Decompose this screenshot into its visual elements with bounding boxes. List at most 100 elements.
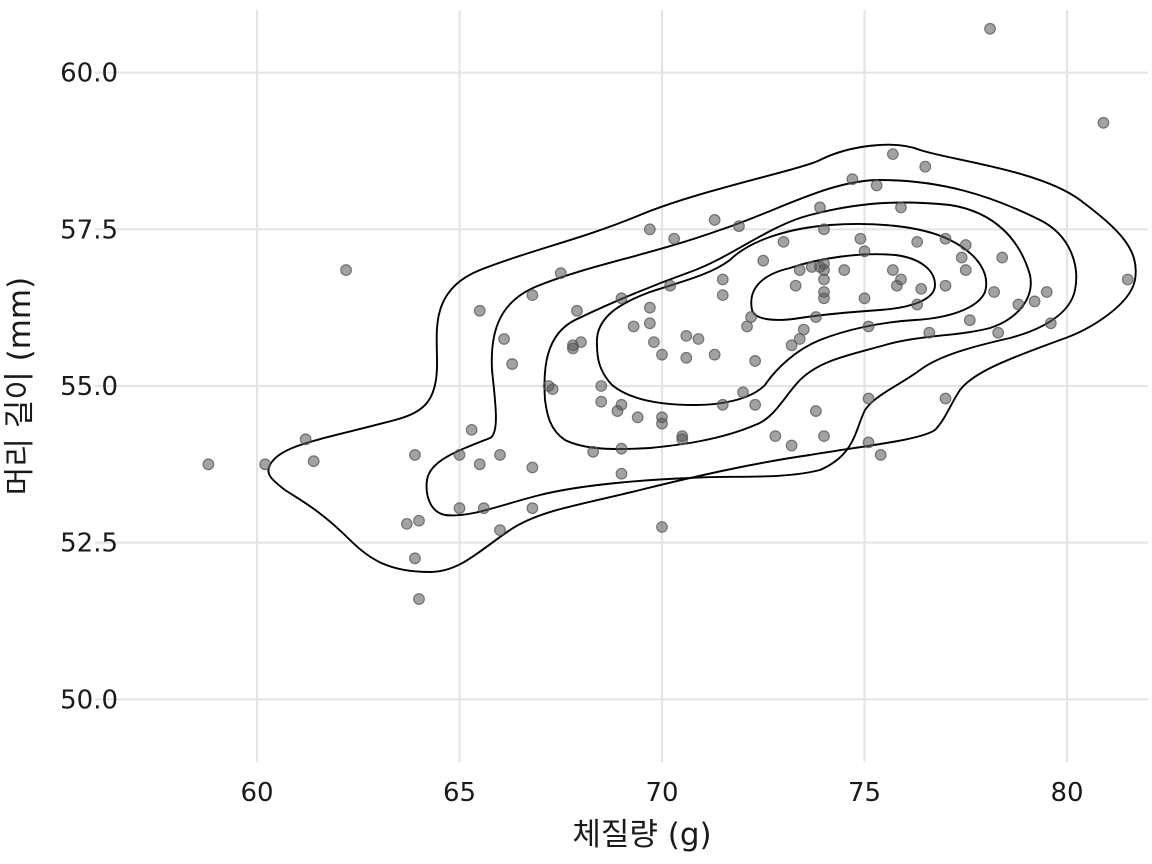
data-point [737,386,749,399]
data-point [571,304,583,317]
data-point [870,179,883,192]
data-point [996,251,1009,264]
data-point [656,417,668,430]
data-point [680,329,693,342]
x-tick-label: 70 [645,778,678,808]
data-point [886,148,899,161]
data-point [615,398,628,411]
data-point [413,514,425,527]
data-point [810,405,822,417]
data-point [526,461,539,474]
data-point [874,449,887,461]
y-tick-label: 55.0 [60,372,118,402]
data-point [984,22,996,35]
data-point [919,160,932,173]
data-point [340,264,353,276]
data-point [757,254,770,267]
data-point [465,423,478,436]
data-point [1040,286,1053,298]
data-point [664,279,676,292]
data-point [959,264,972,276]
data-point [745,311,757,323]
data-point [862,392,875,405]
data-point [259,458,272,471]
data-point [526,502,539,515]
density-contour-level-3 [543,201,1032,450]
x-tick-label: 75 [848,778,881,808]
data-point [692,333,705,345]
data-point [453,502,466,515]
data-point [1012,298,1025,311]
data-point [915,282,928,295]
data-point [818,257,830,270]
density-contour-level-2 [425,179,1078,517]
data-point [453,449,466,461]
data-point [810,311,822,323]
x-axis-title: 체질량 (g) [572,817,711,853]
data-point [733,220,745,233]
data-point [648,336,660,349]
data-point [680,351,693,364]
y-tick-label: 50.0 [60,685,118,715]
data-point [413,593,425,605]
data-point [716,289,729,302]
density-contour-level-1 [267,143,1137,573]
data-point [595,395,608,408]
data-point [785,339,798,352]
data-point [895,201,907,214]
data-point [498,333,510,345]
data-point [643,223,656,236]
data-point [818,273,830,286]
data-point [785,439,798,452]
data-point [818,430,830,443]
data-point [858,245,871,258]
data-point [939,232,952,245]
data-point [749,355,762,367]
data-point [643,317,656,330]
data-point [409,552,421,565]
data-point [526,289,539,302]
data-point [988,286,1000,298]
data-point [1097,116,1110,129]
data-point [400,517,413,530]
data-point [627,320,640,333]
data-point [955,251,968,264]
data-point [959,239,972,251]
data-point [587,445,600,458]
density-contours [267,143,1137,573]
data-point [506,358,519,370]
data-point [631,411,644,424]
gridlines [95,10,1148,762]
data-point [838,264,851,276]
data-point [789,279,802,292]
data-point [477,502,490,515]
data-point [595,380,608,392]
density-contour-level-4 [596,223,988,406]
data-point [895,273,907,286]
data-point [676,433,689,446]
data-point [814,201,826,214]
data-point [307,455,320,468]
y-axis-tick-labels: 50.0 52.5 55.0 57.5 60.0 [60,59,118,716]
data-point [554,267,567,280]
data-point [854,232,867,245]
data-point [473,304,486,317]
data-point [862,320,875,333]
density-contour-level-5 [750,253,936,321]
y-tick-label: 57.5 [60,215,118,245]
data-point [494,449,506,461]
data-point [923,326,936,339]
data-point [202,458,215,471]
data-point [643,301,656,314]
data-point [656,348,668,361]
data-point [615,292,628,305]
data-point [1121,273,1134,286]
data-point [963,314,976,327]
data-point [473,458,486,471]
data-point [615,467,628,480]
data-point [615,442,628,455]
data-point [846,173,859,186]
data-point [708,214,721,226]
data-point [716,398,729,411]
